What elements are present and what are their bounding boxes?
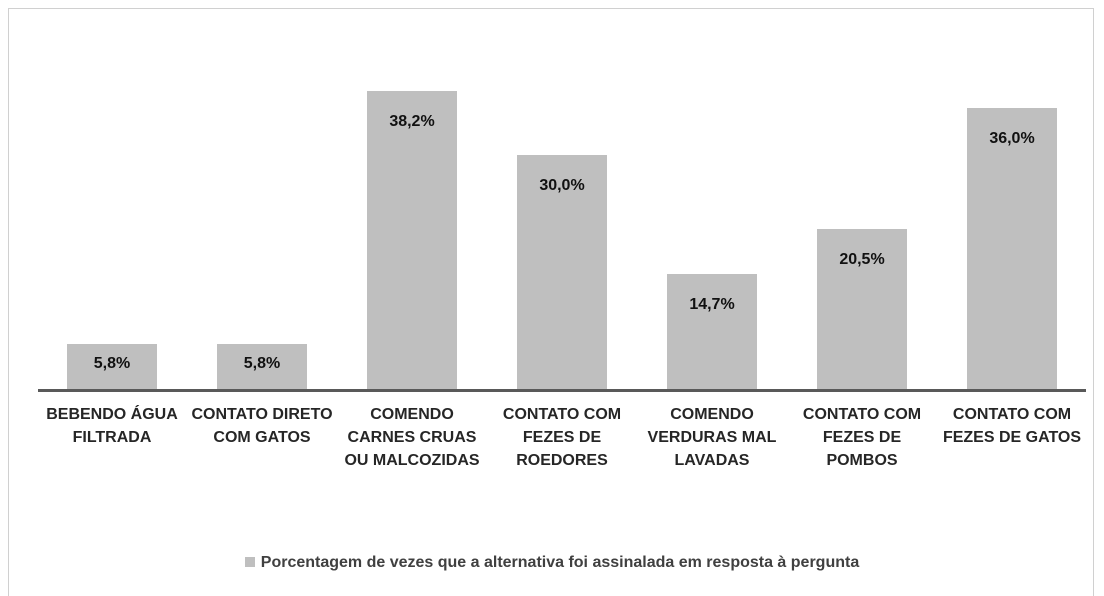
bar	[517, 154, 607, 389]
baseline	[38, 389, 1086, 392]
x-tick-label: CONTATO COM FEZES DE GATOS	[942, 406, 1082, 446]
bar	[367, 91, 457, 389]
x-tick-label: COMENDO VERDURAS MAL LAVADAS	[647, 406, 777, 469]
data-label: 5,8%	[243, 354, 281, 372]
bar	[967, 108, 1057, 389]
data-label: 30,0%	[539, 176, 585, 194]
bar	[217, 343, 307, 389]
data-label: 36,0%	[989, 130, 1035, 148]
x-tick-label: CONTATO DIRETO COM GATOS	[191, 406, 333, 446]
data-label: 20,5%	[839, 251, 885, 269]
bar	[667, 274, 757, 389]
legend-swatch	[244, 557, 255, 567]
legend: Porcentagem de vezes que a alternativa f…	[0, 554, 1104, 572]
x-tick-label: CONTATO COM FEZES DE ROEDORES	[502, 406, 622, 469]
legend-label: Porcentagem de vezes que a alternativa f…	[260, 554, 860, 571]
bar	[67, 343, 157, 389]
data-label: 38,2%	[389, 113, 435, 130]
bar	[817, 229, 907, 389]
x-tick-label: CONTATO COM FEZES DE POMBOS	[802, 406, 922, 469]
x-tick-label: BEBENDO ÁGUA FILTRADA	[46, 406, 178, 446]
x-tick-label: COMENDO CARNES CRUAS OU MALCOZIDAS	[344, 406, 480, 469]
data-label: 14,7%	[689, 296, 735, 314]
data-label: 5,8%	[93, 354, 131, 372]
chart-frame	[8, 8, 1094, 596]
